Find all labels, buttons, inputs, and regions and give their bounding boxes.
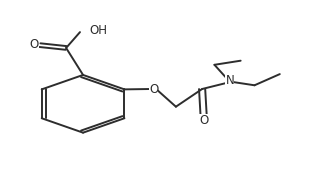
Text: N: N [225,74,234,87]
Text: OH: OH [89,24,107,37]
Text: O: O [30,38,39,51]
Text: O: O [149,83,158,95]
Text: O: O [199,114,208,127]
